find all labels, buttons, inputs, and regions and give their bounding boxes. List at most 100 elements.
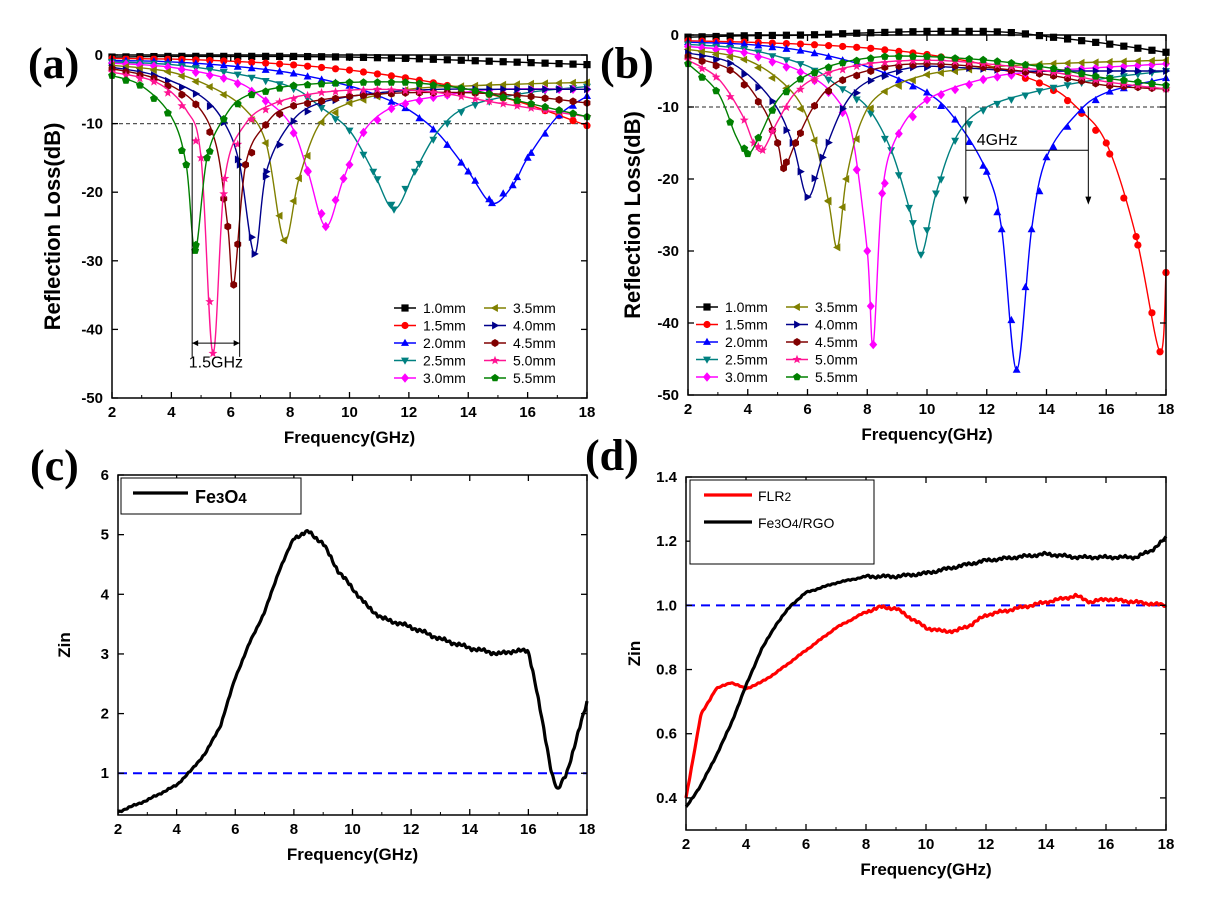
- y-tick-label: 1.2: [656, 533, 677, 550]
- data-point: [275, 84, 284, 92]
- data-point: [471, 176, 480, 184]
- data-point: [220, 57, 228, 65]
- data-point: [769, 97, 777, 106]
- data-point: [233, 99, 242, 108]
- data-point: [192, 100, 200, 109]
- data-point: [993, 72, 1002, 82]
- legend: FLR2 Fe3O4/RGO: [689, 479, 875, 565]
- data-point: [498, 80, 507, 89]
- data-point: [289, 94, 299, 103]
- data-point: [234, 240, 242, 249]
- data-point: [205, 147, 214, 155]
- data-point: [782, 57, 791, 65]
- legend-label: 4.0mm: [513, 318, 556, 334]
- data-point: [443, 120, 452, 128]
- data-point: [290, 52, 298, 61]
- data-point: [242, 160, 249, 169]
- y-tick-label: -50: [81, 390, 103, 407]
- data-point: [443, 56, 451, 64]
- data-point: [853, 43, 861, 51]
- x-axis-label: Frequency(GHz): [287, 845, 418, 864]
- legend-marker: [491, 373, 499, 382]
- data-point: [247, 90, 256, 99]
- data-point: [196, 153, 206, 162]
- data-point: [263, 167, 271, 176]
- data-point: [1147, 56, 1155, 65]
- data-point: [224, 222, 232, 231]
- data-point: [570, 85, 578, 94]
- data-point: [512, 80, 520, 89]
- data-point: [499, 58, 507, 66]
- data-point: [294, 174, 302, 183]
- legend-label-part: /RGO: [799, 515, 835, 531]
- data-point: [513, 91, 521, 100]
- data-point: [429, 81, 438, 89]
- data-point: [824, 63, 833, 71]
- data-point: [783, 126, 791, 135]
- data-point: [457, 109, 466, 117]
- data-point: [339, 173, 348, 184]
- panel-label: (b): [600, 39, 654, 88]
- data-point: [923, 95, 931, 105]
- data-point: [880, 135, 889, 144]
- data-point: [303, 151, 311, 160]
- legend-label: 1.0mm: [423, 300, 466, 316]
- data-point: [219, 90, 227, 99]
- data-point: [1035, 88, 1044, 96]
- data-point: [811, 174, 819, 183]
- legend-marker: [794, 320, 802, 329]
- data-point: [203, 153, 211, 162]
- legend-label: 1.0mm: [725, 299, 768, 315]
- data-point: [163, 88, 173, 97]
- data-point: [937, 27, 945, 35]
- data-point: [979, 27, 987, 35]
- data-point: [881, 46, 889, 54]
- data-point: [1106, 40, 1114, 48]
- data-point: [182, 160, 191, 169]
- x-tick-label: 8: [863, 401, 871, 418]
- data-point: [523, 153, 532, 161]
- data-point: [569, 60, 577, 68]
- data-point: [824, 76, 833, 84]
- data-point: [965, 27, 973, 35]
- data-point: [881, 72, 890, 81]
- data-point: [373, 78, 382, 86]
- data-point: [895, 28, 903, 36]
- data-point: [317, 208, 326, 219]
- data-point: [1063, 59, 1071, 68]
- data-point: [261, 65, 270, 73]
- data-point: [1092, 38, 1100, 46]
- data-point: [768, 43, 777, 51]
- data-point: [852, 96, 861, 104]
- data-point: [698, 73, 706, 81]
- data-point: [276, 60, 284, 68]
- data-point: [796, 84, 805, 94]
- legend-label-part: 3: [216, 490, 224, 507]
- data-point: [1106, 67, 1115, 75]
- data-point: [727, 59, 735, 68]
- data-point: [936, 68, 944, 77]
- data-point: [303, 62, 312, 70]
- data-point: [824, 68, 833, 77]
- data-point: [1091, 95, 1100, 104]
- data-point: [415, 114, 424, 122]
- data-point: [1120, 194, 1128, 202]
- data-point: [1148, 46, 1156, 54]
- data-point: [1063, 67, 1072, 75]
- data-point: [951, 27, 959, 35]
- data-point: [276, 140, 284, 149]
- data-point: [1035, 187, 1044, 195]
- data-point: [415, 79, 424, 87]
- data-point: [979, 107, 988, 115]
- data-point: [373, 84, 382, 94]
- data-point: [698, 33, 706, 41]
- y-tick-label: -10: [657, 99, 679, 116]
- data-point: [1134, 44, 1142, 52]
- arrow-head: [1085, 196, 1092, 205]
- legend-label-part: FLR: [758, 488, 784, 504]
- data-point: [149, 66, 157, 75]
- data-point: [471, 102, 480, 110]
- data-point: [825, 87, 832, 95]
- data-point: [248, 52, 256, 60]
- legend-label: 3.5mm: [815, 299, 858, 315]
